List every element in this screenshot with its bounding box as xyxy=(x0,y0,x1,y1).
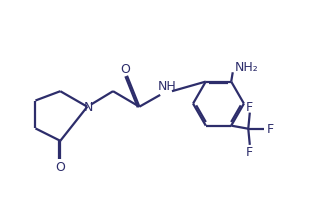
Text: N: N xyxy=(84,101,94,114)
Text: F: F xyxy=(246,100,253,113)
Text: O: O xyxy=(55,160,65,173)
Text: NH₂: NH₂ xyxy=(235,60,259,73)
Text: NH: NH xyxy=(158,80,177,93)
Text: F: F xyxy=(246,145,253,158)
Text: F: F xyxy=(267,123,274,136)
Text: O: O xyxy=(120,63,131,76)
